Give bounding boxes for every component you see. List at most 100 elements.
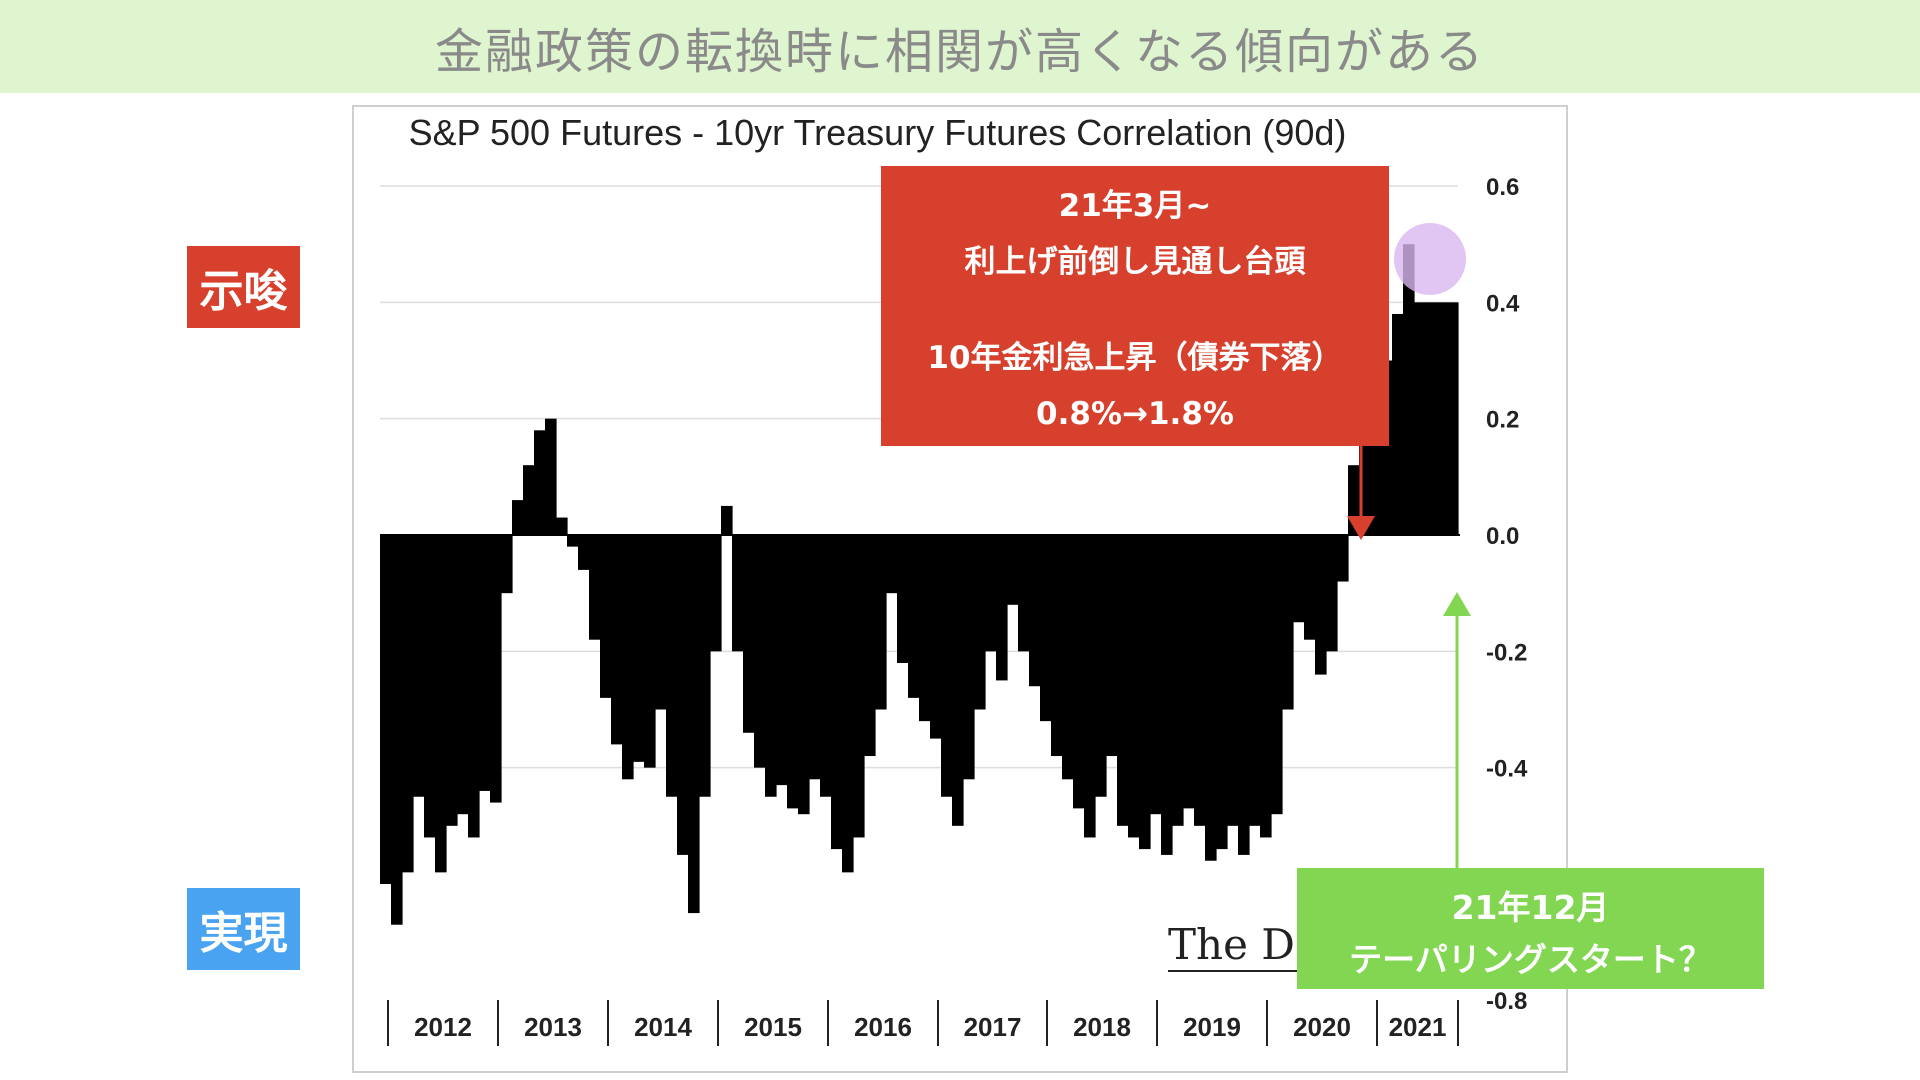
y-tick-label: 0.6 [1486, 174, 1519, 201]
correlation-bar [743, 535, 755, 733]
correlation-bar [864, 535, 876, 757]
correlation-bar [820, 535, 832, 797]
correlation-bar [1040, 535, 1052, 722]
y-tick-labels: 0.6 0.4 0.2 0.0 -0.2 -0.4 -0.8 [1486, 174, 1528, 1015]
correlation-bar [842, 535, 854, 873]
correlation-bar [809, 535, 821, 780]
banner-title: 金融政策の転換時に相関が高くなる傾向がある [434, 23, 1485, 80]
realize-tag: 実現 [187, 888, 300, 970]
correlation-bar [655, 535, 667, 710]
correlation-bar [435, 535, 447, 873]
correlation-bar [1249, 535, 1261, 826]
correlation-bar [512, 500, 524, 535]
correlation-bar [1073, 535, 1085, 809]
correlation-bar [1205, 535, 1217, 861]
green-annotation-box: 21年12月 テーパリングスタート？ [1297, 868, 1764, 989]
correlation-bar [622, 535, 634, 780]
correlation-bar [1150, 535, 1162, 815]
x-tick-label: 2012 [414, 1012, 472, 1042]
correlation-bar [468, 535, 480, 838]
suggest-tag: 示唆 [187, 246, 300, 328]
y-tick-label: -0.8 [1486, 988, 1527, 1015]
correlation-bar [567, 535, 579, 547]
correlation-bar [897, 535, 909, 663]
correlation-bar [787, 535, 799, 809]
correlation-bar [1315, 535, 1327, 675]
red-note-line2: 利上げ前倒し見通し台頭 [964, 244, 1306, 280]
x-tick-label: 2019 [1183, 1012, 1241, 1042]
correlation-bar [490, 535, 502, 803]
correlation-bar [556, 517, 568, 535]
correlation-bar [380, 535, 392, 884]
correlation-bar [1260, 535, 1272, 838]
x-tick-label: 2014 [634, 1012, 692, 1042]
correlation-bar [1348, 465, 1360, 535]
red-note-line4: 0.8%→1.8% [1036, 396, 1234, 432]
correlation-bar [523, 465, 535, 535]
correlation-bar [831, 535, 843, 850]
correlation-bar [1062, 535, 1074, 780]
correlation-bar [1326, 535, 1338, 652]
x-tick-label: 2016 [854, 1012, 912, 1042]
correlation-bar [413, 535, 425, 797]
x-tick-label: 2013 [524, 1012, 582, 1042]
correlation-bar [875, 535, 887, 710]
correlation-bar [1007, 535, 1019, 605]
y-tick-label: 0.4 [1486, 290, 1520, 317]
correlation-bar [644, 535, 656, 768]
correlation-bar [1337, 535, 1349, 582]
correlation-bar [1436, 302, 1448, 535]
correlation-bar [1194, 535, 1206, 826]
top-banner: 金融政策の転換時に相関が高くなる傾向がある [0, 0, 1920, 93]
bars-group [380, 244, 1459, 925]
correlation-bar [391, 535, 403, 925]
peak-highlight-circle [1394, 223, 1466, 295]
green-note-line2: テーパリングスタート？ [1349, 940, 1712, 979]
y-tick-label: -0.4 [1486, 756, 1528, 783]
correlation-bar [798, 535, 810, 815]
correlation-bar [765, 535, 777, 797]
correlation-bar [1139, 535, 1151, 850]
correlation-bar [1018, 535, 1030, 652]
x-tick-label: 2018 [1073, 1012, 1131, 1042]
correlation-bar [1392, 313, 1404, 535]
correlation-bar [974, 535, 986, 710]
correlation-bar [578, 535, 590, 570]
correlation-bar [501, 535, 513, 594]
correlation-bar [1414, 302, 1426, 535]
correlation-bar [699, 535, 711, 797]
correlation-bar [919, 535, 931, 722]
correlation-bar [1425, 302, 1437, 535]
green-note-line1: 21年12月 [1451, 888, 1610, 927]
correlation-bar [1293, 535, 1305, 623]
red-note-line3: 10年金利急上昇（債券下落） [927, 340, 1343, 376]
correlation-bar [446, 535, 458, 826]
correlation-bar [633, 535, 645, 762]
correlation-bar [985, 535, 997, 652]
correlation-bar [1051, 535, 1063, 757]
correlation-bar [853, 535, 865, 838]
x-tick-label: 2017 [964, 1012, 1022, 1042]
y-tick-label: 0.0 [1486, 523, 1519, 550]
correlation-bar [457, 535, 469, 815]
x-tick-labels: 2012 2013 2014 2015 2016 2017 2018 2019 2020 2021 [387, 1000, 1459, 1046]
correlation-bar [534, 430, 546, 535]
correlation-bar [886, 535, 898, 594]
watermark-text: The Da [1168, 920, 1320, 972]
correlation-bar [1381, 360, 1393, 535]
y-tick-label: 0.2 [1486, 407, 1519, 434]
correlation-bar [677, 535, 689, 855]
correlation-bar [1172, 535, 1184, 826]
correlation-bar [1216, 535, 1228, 850]
x-tick-label: 2020 [1293, 1012, 1351, 1042]
correlation-bar [1359, 383, 1371, 535]
correlation-bar [402, 535, 414, 873]
correlation-bar [1304, 535, 1316, 640]
correlation-bar [1128, 535, 1140, 838]
correlation-bar [732, 535, 744, 652]
correlation-bar [1238, 535, 1250, 855]
correlation-bar [1084, 535, 1096, 838]
red-note-spacer [881, 290, 1389, 330]
red-note-line1: 21年3月~ [1058, 188, 1212, 224]
correlation-bar [908, 535, 920, 698]
